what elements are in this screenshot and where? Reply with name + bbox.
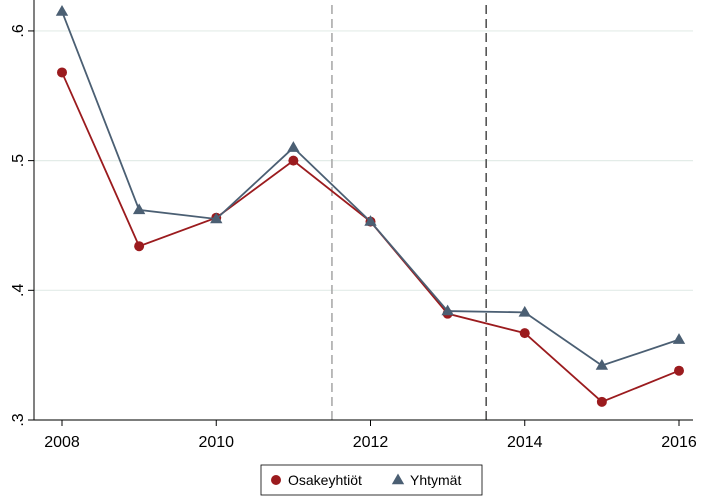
legend: Osakeyhtiöt Yhtymät bbox=[260, 464, 483, 496]
series-line bbox=[61, 11, 680, 367]
reference-lines bbox=[331, 5, 487, 420]
data-point bbox=[132, 203, 146, 215]
data-point bbox=[288, 155, 299, 166]
x-tick-label: 2016 bbox=[661, 434, 697, 451]
legend-label: Yhtymät bbox=[410, 472, 461, 488]
x-tick-label: 2014 bbox=[507, 434, 543, 451]
legend-label: Osakeyhtiöt bbox=[288, 472, 362, 488]
legend-marker bbox=[271, 475, 281, 485]
grid-lines bbox=[34, 30, 693, 421]
y-tick-label: .5 bbox=[10, 154, 27, 167]
series-group bbox=[55, 4, 686, 407]
series-line bbox=[61, 72, 680, 403]
x-tick-label: 2010 bbox=[198, 434, 234, 451]
y-axis-ticks: .3 .4 .5 .6 bbox=[10, 24, 34, 427]
data-point bbox=[595, 359, 609, 370]
data-point bbox=[55, 4, 69, 16]
x-tick-label: 2008 bbox=[44, 434, 80, 451]
y-tick-label: .6 bbox=[10, 24, 27, 37]
legend-box bbox=[260, 464, 483, 496]
x-tick-label: 2012 bbox=[353, 434, 389, 451]
y-tick-label: .3 bbox=[10, 413, 27, 426]
data-point bbox=[57, 67, 67, 78]
data-point bbox=[519, 328, 530, 339]
data-point bbox=[672, 333, 686, 344]
series-yhtymat bbox=[55, 4, 686, 370]
data-point bbox=[287, 141, 300, 152]
legend-marker bbox=[391, 473, 405, 485]
series-osakeyhtiot bbox=[57, 67, 684, 407]
y-tick-label: .4 bbox=[10, 284, 27, 297]
data-point bbox=[518, 305, 531, 317]
data-point bbox=[596, 396, 607, 407]
data-point bbox=[674, 365, 684, 376]
data-point bbox=[134, 241, 145, 252]
x-axis-ticks: 2008 2010 2012 2014 2016 bbox=[44, 420, 697, 451]
legend-item-yhtymat: Yhtymät bbox=[391, 472, 461, 488]
data-point bbox=[364, 215, 377, 226]
data-point bbox=[441, 304, 454, 316]
data-point bbox=[210, 212, 223, 224]
legend-item-osakeyhtiot: Osakeyhtiöt bbox=[271, 472, 362, 488]
